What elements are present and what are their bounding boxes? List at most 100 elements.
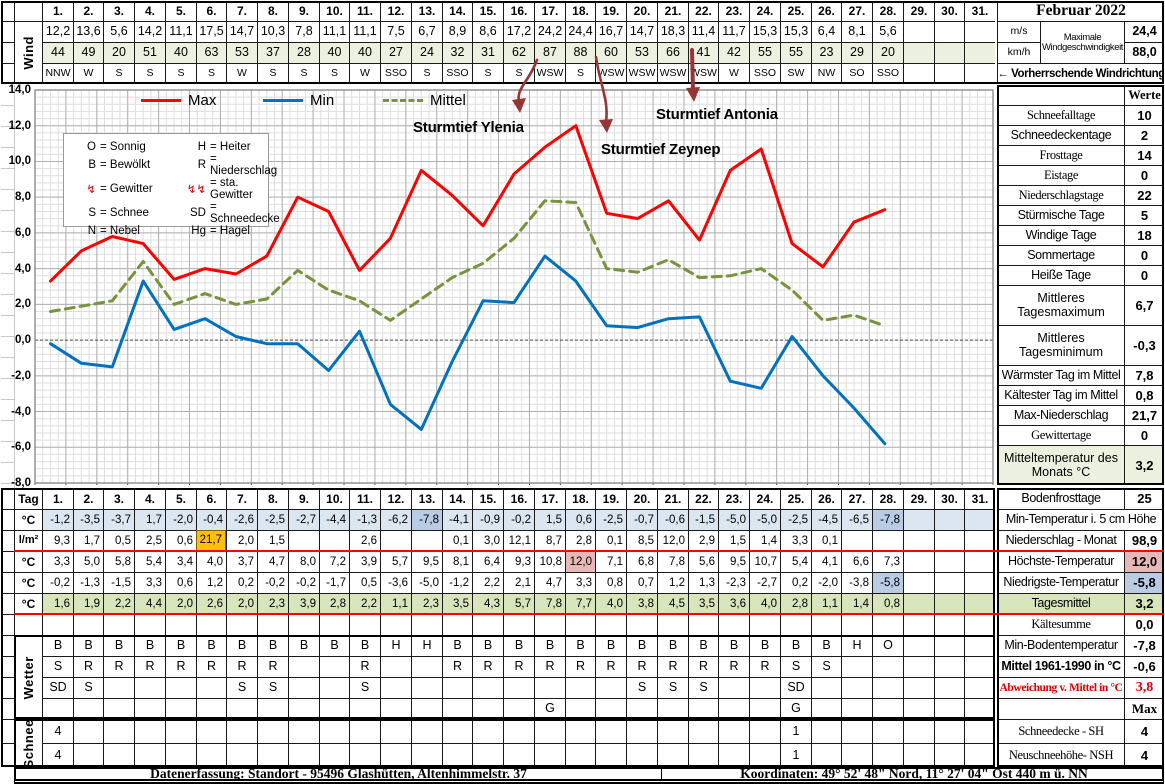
precipitation-cell[interactable] bbox=[872, 530, 903, 551]
weather-code-cell[interactable]: G bbox=[534, 698, 565, 719]
daily-mean-cell[interactable]: 2,3 bbox=[257, 593, 288, 614]
weather-code-cell[interactable]: B bbox=[103, 635, 134, 656]
weather-code-cell[interactable] bbox=[226, 698, 257, 719]
min-temp-cell[interactable]: 1,2 bbox=[196, 572, 226, 593]
wind-speed-kmh-cell[interactable]: 20 bbox=[872, 42, 903, 63]
min-temp-cell[interactable]: -5,8 bbox=[872, 572, 903, 593]
wind-speed-ms-cell[interactable]: 11,1 bbox=[165, 21, 196, 42]
max-temp-cell[interactable]: 3,7 bbox=[226, 551, 257, 572]
min-temp-5cm-cell[interactable]: -0,2 bbox=[503, 509, 534, 530]
wind-direction-cell[interactable]: WSW bbox=[595, 63, 626, 84]
weather-code-cell[interactable]: H bbox=[841, 635, 872, 656]
wind-direction-cell[interactable]: S bbox=[503, 63, 534, 84]
wind-direction-cell[interactable]: W bbox=[718, 63, 749, 84]
weather-code-cell[interactable]: R bbox=[718, 656, 749, 677]
weather-code-cell[interactable]: R bbox=[349, 656, 380, 677]
weather-code-cell[interactable]: B bbox=[565, 635, 595, 656]
daily-mean-cell[interactable]: 2,8 bbox=[319, 593, 349, 614]
wind-direction-cell[interactable]: S bbox=[288, 63, 319, 84]
weather-code-cell[interactable] bbox=[872, 698, 903, 719]
precipitation-cell[interactable]: 9,3 bbox=[42, 530, 73, 551]
empty-day-cell[interactable] bbox=[349, 614, 380, 635]
weather-code-cell[interactable] bbox=[134, 677, 165, 698]
snow-depth-cell[interactable] bbox=[257, 743, 288, 767]
daily-mean-cell[interactable]: 4,3 bbox=[472, 593, 503, 614]
wind-speed-kmh-cell[interactable]: 53 bbox=[226, 42, 257, 63]
daily-mean-cell[interactable]: 1,1 bbox=[380, 593, 411, 614]
min-temp-5cm-cell[interactable]: -3,5 bbox=[73, 509, 103, 530]
snow-depth-cell[interactable] bbox=[718, 719, 749, 743]
empty-day-cell[interactable] bbox=[380, 614, 411, 635]
weather-code-cell[interactable]: S bbox=[780, 656, 811, 677]
wind-direction-cell[interactable] bbox=[934, 63, 964, 84]
min-temp-5cm-cell[interactable] bbox=[964, 509, 995, 530]
empty-day-cell[interactable] bbox=[442, 614, 472, 635]
daily-mean-cell[interactable]: 3,6 bbox=[718, 593, 749, 614]
weather-code-cell[interactable] bbox=[565, 677, 595, 698]
snow-depth-cell[interactable] bbox=[903, 719, 934, 743]
min-temp-cell[interactable]: -3,8 bbox=[841, 572, 872, 593]
precipitation-cell[interactable]: 2,9 bbox=[688, 530, 718, 551]
snow-depth-cell[interactable] bbox=[657, 719, 688, 743]
min-temp-cell[interactable]: 3,3 bbox=[134, 572, 165, 593]
wind-speed-ms-cell[interactable]: 17,5 bbox=[196, 21, 226, 42]
weather-code-cell[interactable]: S bbox=[626, 677, 657, 698]
wind-speed-ms-cell[interactable]: 8,9 bbox=[442, 21, 472, 42]
wind-speed-kmh-cell[interactable] bbox=[934, 42, 964, 63]
wind-speed-kmh-cell[interactable]: 28 bbox=[288, 42, 319, 63]
min-temp-cell[interactable]: 0,6 bbox=[165, 572, 196, 593]
min-temp-5cm-cell[interactable]: -4,4 bbox=[319, 509, 349, 530]
min-temp-cell[interactable]: 0,8 bbox=[595, 572, 626, 593]
snow-depth-cell[interactable] bbox=[872, 719, 903, 743]
snow-depth-cell[interactable] bbox=[442, 719, 472, 743]
precipitation-cell[interactable]: 1,5 bbox=[257, 530, 288, 551]
weather-code-cell[interactable]: S bbox=[657, 677, 688, 698]
empty-day-cell[interactable] bbox=[626, 614, 657, 635]
snow-depth-cell[interactable] bbox=[380, 719, 411, 743]
min-temp-cell[interactable]: -2,0 bbox=[811, 572, 841, 593]
weather-code-cell[interactable] bbox=[534, 677, 565, 698]
weather-code-cell[interactable] bbox=[718, 677, 749, 698]
max-temp-cell[interactable]: 5,6 bbox=[688, 551, 718, 572]
weather-code-cell[interactable]: S bbox=[73, 677, 103, 698]
daily-mean-cell[interactable]: 5,7 bbox=[503, 593, 534, 614]
snow-depth-cell[interactable] bbox=[319, 719, 349, 743]
stat-value[interactable]: 22 bbox=[1124, 185, 1164, 205]
weather-code-cell[interactable]: H bbox=[411, 635, 442, 656]
snow-depth-cell[interactable]: 1 bbox=[780, 743, 811, 767]
daily-mean-cell[interactable]: 7,8 bbox=[534, 593, 565, 614]
wind-speed-ms-cell[interactable]: 16,7 bbox=[595, 21, 626, 42]
snow-depth-cell[interactable] bbox=[165, 719, 196, 743]
daily-mean-cell[interactable] bbox=[934, 593, 964, 614]
snow-depth-cell[interactable] bbox=[196, 719, 226, 743]
precipitation-cell[interactable]: 2,0 bbox=[226, 530, 257, 551]
snow-depth-cell[interactable] bbox=[811, 719, 841, 743]
max-temp-cell[interactable]: 9,5 bbox=[718, 551, 749, 572]
snow-depth-cell[interactable] bbox=[134, 743, 165, 767]
daily-mean-cell[interactable]: 4,0 bbox=[595, 593, 626, 614]
min-temp-cell[interactable]: 3,3 bbox=[565, 572, 595, 593]
snow-depth-cell[interactable]: 4 bbox=[42, 719, 73, 743]
wind-direction-cell[interactable]: NNW bbox=[42, 63, 73, 84]
max-temp-cell[interactable]: 6,6 bbox=[841, 551, 872, 572]
snow-depth-cell[interactable] bbox=[503, 719, 534, 743]
min-temp-5cm-cell[interactable]: -2,6 bbox=[226, 509, 257, 530]
snow-depth-cell[interactable] bbox=[841, 743, 872, 767]
weather-code-cell[interactable] bbox=[165, 677, 196, 698]
weather-code-cell[interactable] bbox=[103, 677, 134, 698]
weather-code-cell[interactable]: R bbox=[688, 656, 718, 677]
precipitation-cell[interactable]: 2,5 bbox=[134, 530, 165, 551]
max-temp-cell[interactable]: 6,8 bbox=[626, 551, 657, 572]
snow-depth-cell[interactable] bbox=[319, 743, 349, 767]
weather-code-cell[interactable] bbox=[503, 677, 534, 698]
snow-depth-cell[interactable] bbox=[595, 719, 626, 743]
min-temp-5cm-cell[interactable]: -3,7 bbox=[103, 509, 134, 530]
snow-depth-cell[interactable] bbox=[349, 719, 380, 743]
weather-code-cell[interactable]: SD bbox=[780, 677, 811, 698]
wind-speed-ms-cell[interactable] bbox=[964, 21, 995, 42]
wind-speed-kmh-cell[interactable]: 87 bbox=[534, 42, 565, 63]
wind-speed-kmh-cell[interactable]: 31 bbox=[472, 42, 503, 63]
wind-speed-kmh-cell[interactable]: 60 bbox=[595, 42, 626, 63]
snow-depth-cell[interactable] bbox=[226, 719, 257, 743]
max-temp-cell[interactable]: 9,3 bbox=[503, 551, 534, 572]
